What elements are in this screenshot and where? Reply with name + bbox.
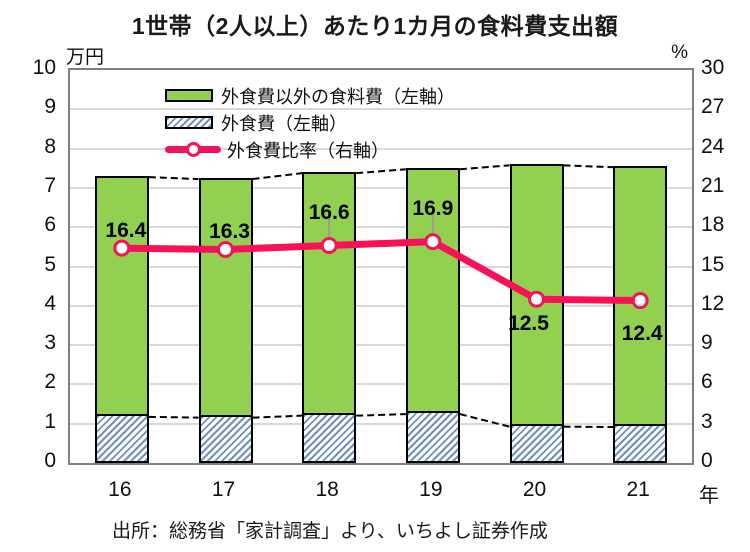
connector-dashed-total [252, 172, 303, 181]
legend-label: 外食費比率（右軸） [227, 140, 389, 161]
line-data-label: 16.6 [308, 200, 350, 224]
eating-out-ratio-line [118, 238, 644, 305]
connector-dashed-hatch [459, 413, 510, 428]
chart-legend: 外食費以外の食料費（左軸） 外食費（左軸） 外食費比率（右軸） [165, 82, 455, 163]
line-marker [320, 237, 338, 255]
legend-item-eating-out-ratio: 外食費比率（右軸） [165, 136, 455, 163]
left-axis-unit-label: 万円 [66, 47, 105, 68]
left-axis-tick: 4 [44, 291, 56, 315]
legend-swatch-line-marker [165, 141, 221, 158]
connector-dashed-hatch [252, 414, 303, 419]
left-axis-tick: 2 [44, 370, 56, 394]
left-axis-tick: 3 [44, 331, 56, 355]
eating-out-bar-segment [405, 411, 460, 463]
connector-dashed-total [356, 168, 406, 175]
line-marker [424, 233, 442, 251]
left-axis-tick: 10 [32, 56, 56, 79]
left-axis-tick: 0 [44, 449, 56, 472]
x-axis-unit-label: 年 [699, 485, 719, 507]
right-axis-tick: 24 [701, 134, 725, 158]
line-data-label: 12.5 [508, 312, 549, 336]
connector-dashed-total [563, 164, 614, 169]
line-marker [528, 290, 545, 308]
legend-label: 外食費以外の食料費（左軸） [221, 86, 455, 107]
chart-title: 1世帯（2人以上）あたり1カ月の食料費支出額 [131, 13, 619, 39]
left-axis-tick: 1 [44, 409, 56, 433]
left-axis-tick: 6 [44, 213, 56, 237]
right-axis-tick: 12 [701, 291, 725, 315]
left-axis-tick: 9 [44, 95, 56, 119]
gridline [70, 383, 692, 386]
eating-out-bar-segment [509, 423, 564, 463]
legend-swatch-hatched-bar [165, 116, 213, 129]
eating-out-bar-segment [613, 424, 668, 463]
eating-out-bar-segment [302, 412, 357, 463]
legend-marker-icon [186, 142, 201, 157]
line-data-label: 12.4 [621, 321, 663, 345]
left-axis-tick: 8 [44, 134, 56, 158]
gridline [70, 304, 692, 307]
x-axis-tick: 16 [108, 478, 132, 501]
line-marker [113, 239, 131, 257]
right-axis-tick: 15 [701, 252, 725, 276]
eating-out-bar-segment [198, 414, 253, 463]
gridline [70, 422, 692, 425]
gridline [70, 186, 692, 189]
gridline [70, 265, 692, 268]
x-axis-tick: 21 [626, 478, 650, 501]
stacked-bar [198, 178, 253, 463]
chart-overlay [113, 164, 649, 429]
legend-label: 外食費（左軸） [221, 113, 347, 134]
right-axis-unit-label: % [671, 42, 688, 63]
line-data-label: 16.9 [412, 196, 454, 220]
connector-dashed-hatch [148, 415, 199, 419]
legend-item-eating-out: 外食費（左軸） [165, 109, 455, 136]
stacked-bar [94, 176, 149, 463]
connector-dashed-total [459, 164, 510, 171]
x-axis-tick: 17 [211, 478, 236, 501]
gridline [70, 108, 692, 111]
source-note: 出所：総務省「家計調査」より、いちよし証券作成 [112, 521, 548, 542]
right-axis-tick: 18 [701, 213, 725, 237]
connector-dashed-hatch [356, 413, 406, 417]
right-axis-tick: 30 [701, 56, 725, 79]
right-axis-tick: 6 [701, 370, 713, 394]
x-axis-tick: 20 [522, 478, 547, 501]
right-axis-tick: 9 [701, 331, 713, 355]
left-axis-tick: 7 [44, 173, 56, 197]
stacked-bar [302, 172, 357, 463]
gridline [70, 226, 692, 229]
x-axis-tick: 19 [419, 478, 443, 501]
stacked-bar [613, 166, 668, 463]
right-axis-tick: 0 [701, 449, 713, 472]
stacked-bar [509, 164, 564, 463]
left-axis-tick: 5 [44, 252, 56, 276]
line-marker [631, 292, 649, 310]
legend-item-food-excl-eating-out: 外食費以外の食料費（左軸） [165, 82, 455, 109]
x-axis-tick: 18 [315, 478, 339, 501]
line-data-label: 16.4 [105, 219, 147, 243]
right-axis-tick: 21 [701, 173, 725, 197]
eating-out-bar-segment [94, 413, 149, 463]
right-axis-tick: 27 [701, 95, 725, 119]
right-axis-tick: 3 [701, 409, 713, 433]
legend-swatch-green-bar [165, 89, 213, 102]
line-data-label: 16.3 [209, 220, 250, 244]
line-marker [217, 240, 234, 258]
connector-dashed-total [148, 176, 199, 181]
gridline [70, 147, 692, 150]
gridline [70, 344, 692, 347]
plot-area: 外食費以外の食料費（左軸） 外食費（左軸） 外食費比率（右軸） 16.4 16.3… [68, 68, 694, 465]
